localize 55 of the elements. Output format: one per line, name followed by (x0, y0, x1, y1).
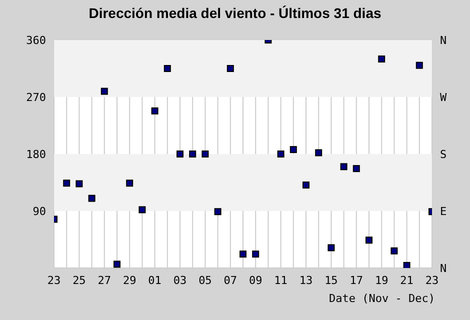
point (277, 150, 284, 158)
x-tick-label: 11 (274, 274, 288, 287)
point (416, 62, 423, 69)
x-tick-label: 27 (98, 274, 112, 287)
point (328, 244, 335, 252)
x-tick-label: 23 (425, 274, 439, 287)
point (114, 260, 120, 268)
point (189, 150, 196, 158)
point (290, 146, 297, 154)
x-tick-label: 23 (47, 274, 61, 287)
point (315, 149, 322, 156)
text: S (440, 148, 447, 161)
point (378, 56, 386, 62)
y-tick-label: 180 (26, 148, 46, 161)
point (240, 250, 246, 258)
point (176, 150, 184, 158)
x-tick-label: 07 (224, 274, 238, 287)
point (252, 250, 260, 258)
point (164, 65, 171, 72)
x-tick-label: 19 (374, 274, 388, 287)
x-tick-label: 25 (72, 274, 86, 287)
point (202, 150, 209, 158)
y-tick-label: 360 (26, 34, 46, 47)
x-tick-label: 01 (148, 274, 162, 287)
x-tick-label: 13 (299, 274, 313, 287)
point (302, 182, 310, 189)
point (366, 236, 372, 244)
point (138, 206, 146, 214)
x-tick-label: 03 (173, 274, 187, 287)
x-tick-label: 15 (324, 274, 338, 287)
text: E (440, 204, 447, 218)
point (226, 65, 234, 72)
point (151, 107, 158, 114)
text: W (440, 90, 447, 104)
point (214, 208, 222, 216)
point (88, 194, 96, 202)
chart-title: Dirección media del viento - Últimos 31 dias (88, 5, 382, 21)
text: N (440, 34, 447, 47)
y-tick-label: 90 (32, 204, 46, 218)
point (126, 180, 134, 187)
point (100, 88, 108, 95)
x-tick-label: 29 (122, 274, 136, 287)
point (403, 262, 410, 268)
x-tick-label: 05 (198, 274, 212, 287)
point (352, 165, 360, 172)
point (63, 180, 70, 187)
x-tick-label: 09 (248, 274, 262, 287)
x-axis-title: Date (Nov - Dec) (329, 292, 435, 305)
x-tick-label: 17 (350, 274, 364, 287)
point (340, 163, 348, 170)
text: N (440, 262, 447, 275)
y-tick-label: 270 (26, 90, 46, 104)
point (390, 247, 398, 254)
point (76, 180, 83, 188)
x-tick-label: 21 (400, 274, 414, 287)
